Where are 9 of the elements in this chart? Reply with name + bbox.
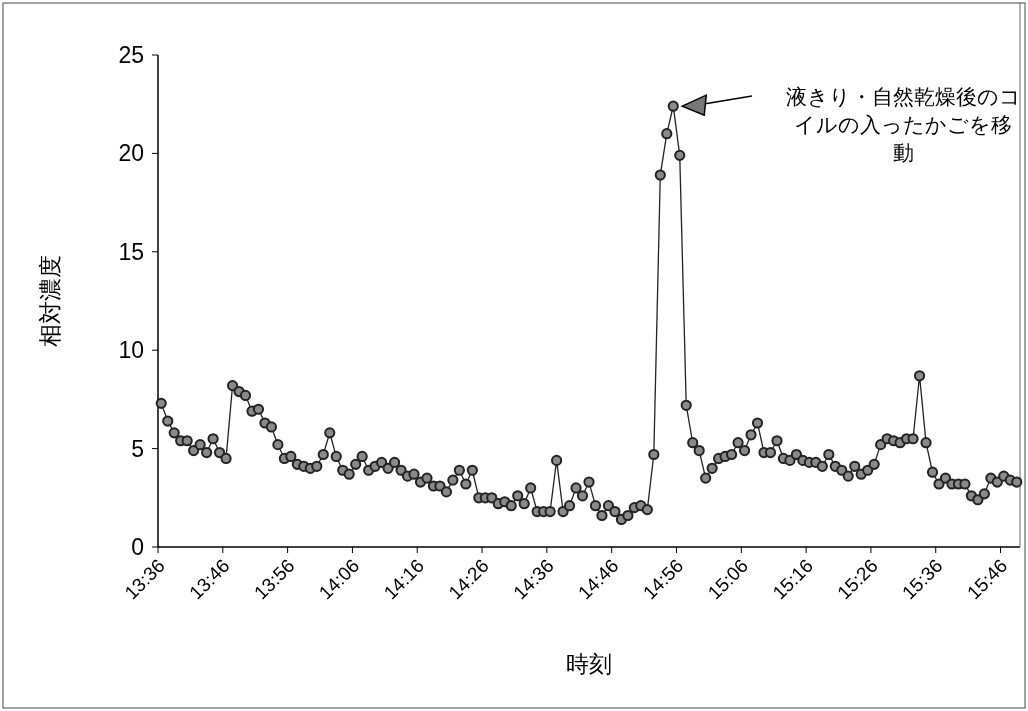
x-axis-title: 時刻 xyxy=(566,651,612,677)
y-axis-title: 相対濃度 xyxy=(37,255,63,347)
y-tick-label: 25 xyxy=(118,42,144,68)
y-tick-label: 20 xyxy=(118,140,144,167)
y-tick-label: 5 xyxy=(131,435,144,462)
annotation: 液きり・自然乾燥後のコイルの入ったかごを移動 xyxy=(785,85,1021,164)
y-tick-label: 10 xyxy=(118,337,144,364)
y-tick-label: 15 xyxy=(118,238,144,265)
y-tick-label: 0 xyxy=(131,534,144,560)
